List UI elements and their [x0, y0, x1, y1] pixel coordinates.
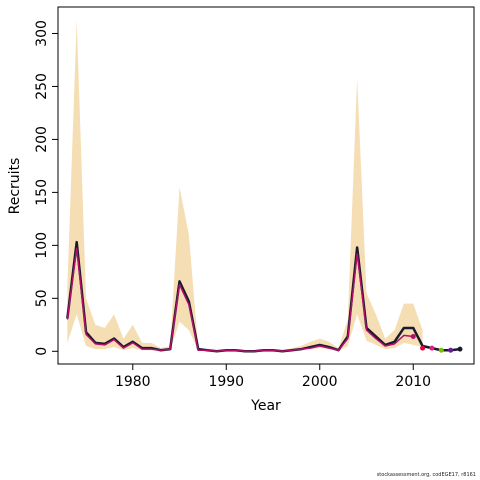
data-point	[410, 333, 416, 339]
plot-frame	[57, 6, 475, 365]
x-tick-label: 2010	[395, 374, 431, 390]
y-tick-label: 0	[34, 347, 50, 356]
y-axis: 0 50 100 150 200 250 300	[34, 20, 58, 356]
x-tick-label: 1990	[208, 374, 244, 390]
confidence-band	[67, 19, 423, 352]
series-line-2	[66, 247, 414, 353]
y-tick-label: 150	[34, 179, 50, 206]
y-tick-label: 200	[34, 126, 50, 153]
data-point	[448, 347, 454, 353]
confidence-band-layer	[67, 19, 423, 352]
series-layer	[66, 240, 461, 353]
x-axis-label: Year	[250, 398, 281, 414]
x-axis: 1980 1990 2000 2010	[115, 364, 431, 390]
y-axis-label: Recruits	[7, 158, 23, 215]
y-tick-label: 100	[34, 232, 50, 259]
x-tick-label: 2000	[302, 374, 338, 390]
points-layer	[410, 333, 463, 353]
x-tick-label: 1980	[115, 374, 151, 390]
data-point	[420, 345, 426, 351]
data-point	[429, 345, 435, 351]
y-tick-label: 250	[34, 73, 50, 100]
y-tick-label: 300	[34, 20, 50, 47]
data-point	[457, 346, 463, 352]
source-credit: stockassessment.org, codEGE17, r8161	[376, 472, 476, 478]
data-point	[438, 347, 444, 353]
y-tick-label: 50	[34, 289, 50, 307]
